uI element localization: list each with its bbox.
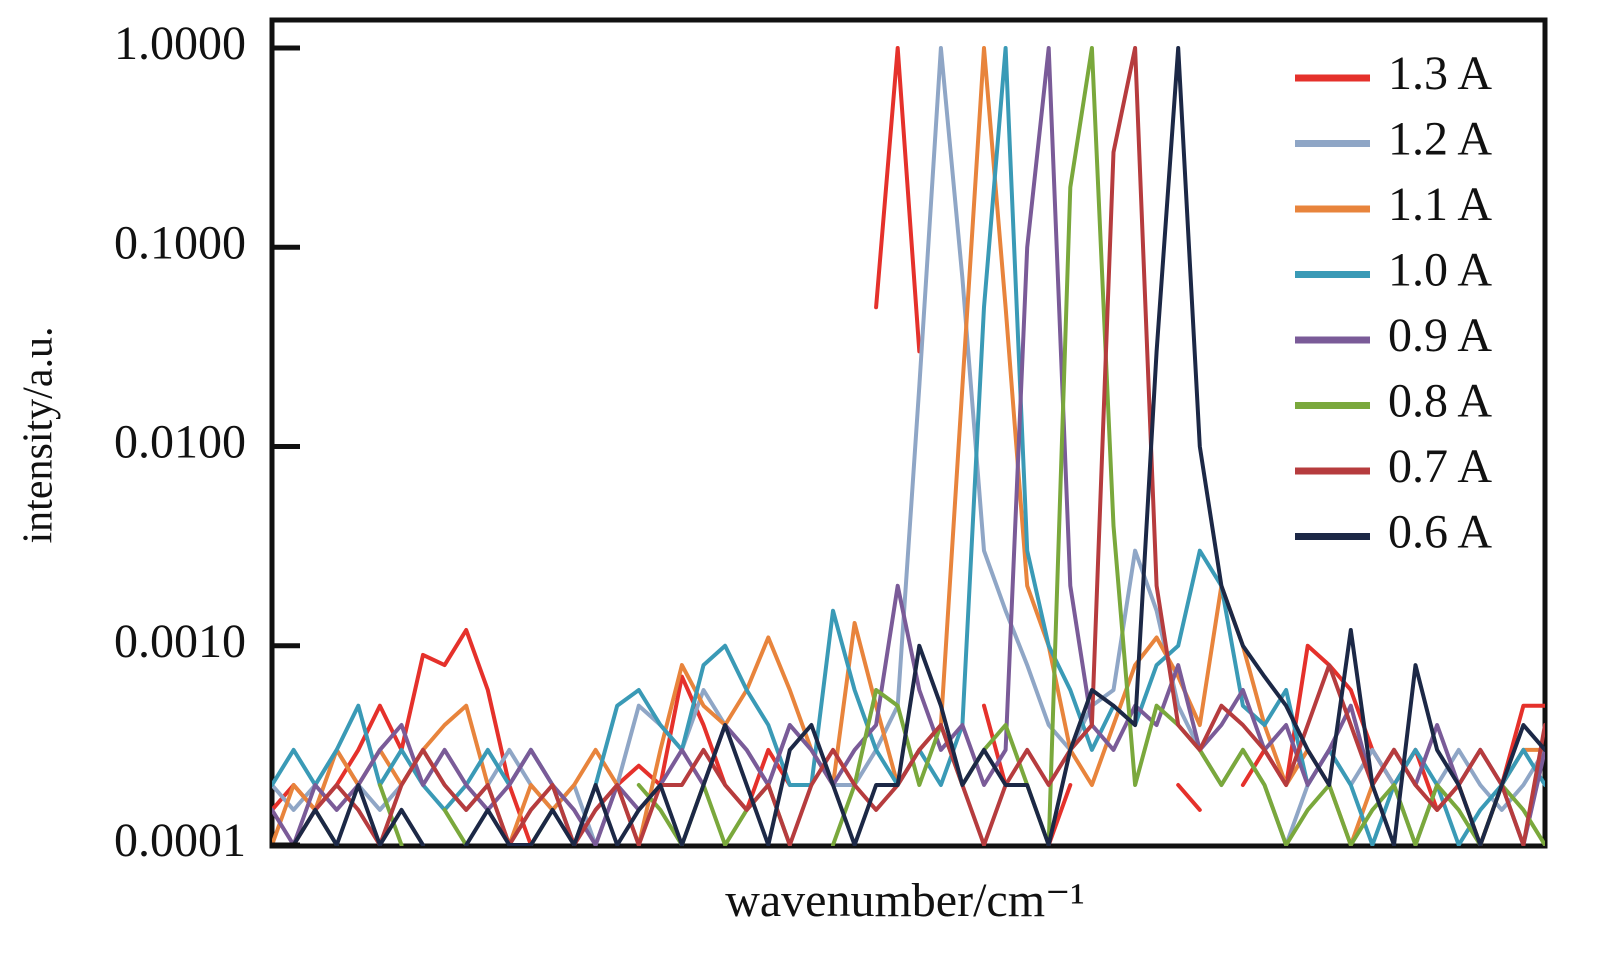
x-axis-label: wavenumber/cm⁻¹: [725, 874, 1085, 927]
legend-label: 0.9 A: [1388, 309, 1492, 362]
legend-label: 1.3 A: [1388, 47, 1492, 100]
legend-label: 1.1 A: [1388, 178, 1492, 231]
legend-label: 0.7 A: [1388, 440, 1492, 493]
series-line: [272, 46, 1545, 846]
legend-label: 0.8 A: [1388, 375, 1492, 428]
y-tick-label: 0.0001: [114, 814, 246, 867]
series-line: [291, 46, 1545, 846]
plot-lines: [272, 46, 1545, 846]
y-axis-label: intensity/a.u.: [16, 327, 62, 544]
legend-label: 1.0 A: [1388, 244, 1492, 297]
y-tick-label: 0.0010: [114, 615, 246, 668]
series-line: [272, 46, 1545, 846]
plot-frame: [269, 17, 1548, 849]
y-tick-label: 1.0000: [114, 17, 246, 70]
legend-label: 1.2 A: [1388, 113, 1492, 166]
y-tick-label: 0.0100: [114, 416, 246, 469]
legend-label: 0.6 A: [1388, 506, 1492, 559]
y-tick-label: 0.1000: [114, 216, 246, 269]
